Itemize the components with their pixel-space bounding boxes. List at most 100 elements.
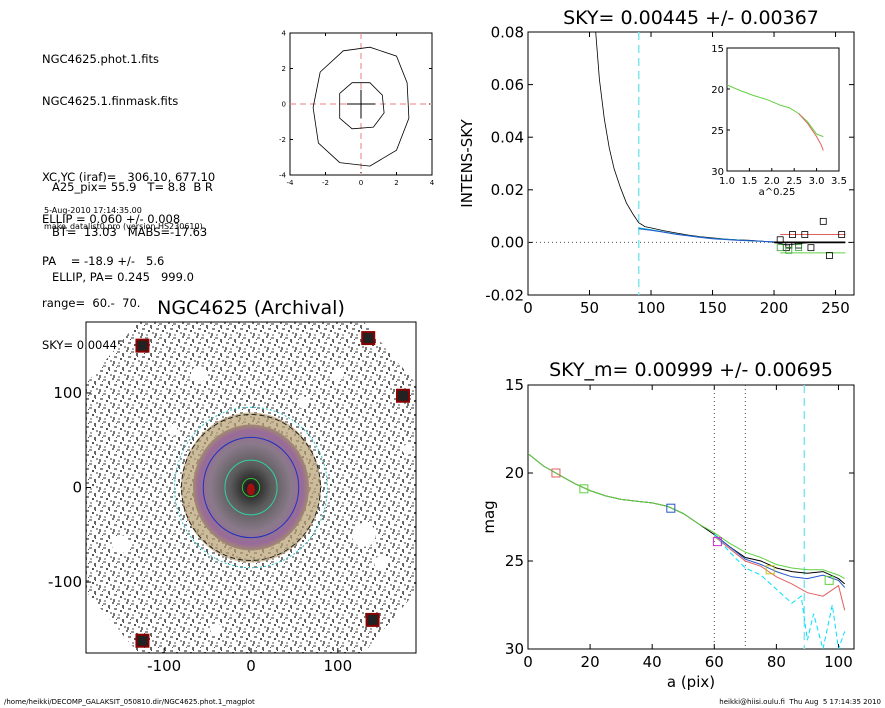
x-tick-label: 50	[580, 299, 599, 317]
masked-region	[167, 425, 178, 436]
data-point-marker	[825, 252, 833, 259]
sky-series-line	[638, 228, 775, 243]
plot-area	[528, 32, 854, 295]
footer-path: /home/heikki/DECOMP_GALAKSIT_050810.dir/…	[4, 698, 255, 706]
x-tick-label: 60	[705, 653, 724, 671]
inset-y-tick-label: 25	[711, 126, 724, 137]
sky-profile-plot: 0 50 100 150 200 250 0.08 0.06 0.04 0.02 0.00 -0.02…	[458, 7, 855, 317]
masked-star-marker	[135, 338, 150, 353]
x-tick-label: 250	[821, 299, 850, 317]
x-tick-label: 150	[698, 299, 727, 317]
inset-y-tick-label: 15	[711, 44, 724, 55]
galaxy-image-plot: NGC4625 (Archival) -100 0 100 100 0 -100	[48, 297, 417, 675]
y-tick-label: 0.08	[491, 23, 524, 41]
y-tick-label: 0.04	[491, 128, 524, 146]
info-line: XC,YC (iraf)= 306.10, 677.10	[42, 170, 216, 184]
x-tick-label: -2	[322, 179, 329, 187]
program-stamp: make_datalist0.pro (version HS230610)	[44, 222, 203, 231]
image-area	[86, 322, 416, 653]
info-line: PA = -18.9 +/- 5.6	[42, 254, 165, 268]
masked-region	[210, 623, 223, 636]
data-point-marker	[776, 236, 784, 244]
y-tick-label: 0.02	[491, 181, 524, 199]
contour-plot: -4 -2 0 2 4 4 2 0 -2 -4	[279, 29, 435, 187]
param-line: BT= 13.03 MABS=-17.63	[52, 225, 208, 239]
x-tick-label: 100	[824, 653, 853, 671]
x-tick-label: 0	[523, 653, 533, 671]
inset-x-tick-label: 2.5	[786, 176, 802, 187]
x-tick-label: 100	[324, 657, 353, 675]
data-point-marker	[795, 244, 803, 252]
data-point-marker	[712, 537, 722, 547]
data-point-marker	[666, 503, 676, 513]
x-tick-label: 0	[359, 179, 363, 187]
info-line: ELLIP = 0.060 +/- 0.008	[42, 212, 181, 226]
y-tick-label: 0.00	[491, 234, 524, 252]
x-tick-label: -100	[147, 657, 181, 675]
y-tick-label: 20	[505, 464, 524, 482]
data-point-marker	[819, 217, 827, 225]
masked-region	[111, 535, 130, 554]
masked-region	[351, 522, 376, 547]
data-point-marker	[551, 468, 561, 478]
inset-x-tick-label: 3.0	[809, 176, 825, 187]
x-tick-label: 100	[637, 299, 666, 317]
x-tick-label: 40	[643, 653, 662, 671]
masked-star-marker	[135, 633, 150, 648]
y-tick-label: -4	[279, 171, 287, 179]
data-point-marker	[785, 241, 793, 249]
masked-region	[374, 556, 389, 571]
info-line: NGC4625.phot.1.fits	[42, 52, 159, 66]
inset-x-axis-label: a^0.25	[759, 187, 796, 198]
data-point-marker	[801, 231, 809, 238]
masked-region	[331, 368, 344, 381]
magnitude-profile-plot: 0 20 40 60 80 100 15 20 25 30 SKY_m= 0.00999 +/- 0…	[480, 359, 855, 691]
x-tick-label: 200	[760, 299, 789, 317]
x-axis-label: a (pix)	[667, 673, 715, 691]
y-axis-label: INTENS-SKY	[458, 118, 476, 207]
x-tick-label: 20	[581, 653, 600, 671]
inset-y-tick-label: 30	[711, 167, 724, 178]
mag-series-line	[713, 534, 846, 649]
masked-region	[190, 366, 207, 383]
inset-x-tick-label: 2.0	[764, 176, 780, 187]
date-stamp: 5-Aug-2010 17:14:35.00	[44, 206, 142, 215]
masked-star-marker	[395, 388, 410, 403]
footer-user: heikki@hiisi.oulu.fi Thu Aug 5 17:14:35 …	[719, 698, 881, 706]
y-tick-label: -2	[279, 136, 286, 144]
x-tick-label: 0	[523, 299, 533, 317]
param-line: ELLIP, PA= 0.245 999.0	[52, 270, 194, 284]
mag-series-line	[713, 536, 846, 611]
inset-x-tick-label: 1.5	[741, 176, 757, 187]
y-tick-label: 0.06	[491, 76, 524, 94]
data-point-marker	[789, 231, 796, 238]
x-tick-label: 4	[430, 179, 435, 187]
mag-series-line	[713, 534, 846, 588]
y-tick-label: 0	[72, 479, 82, 497]
data-point-marker	[807, 244, 815, 252]
data-point-marker	[838, 231, 846, 238]
param-block: A25_pix= 55.9 T= 8.8 B R BT= 13.03 MABS=…	[52, 150, 213, 300]
info-block: NGC4625.phot.1.fits NGC4625.1.finmask.fi…	[42, 24, 215, 366]
y-tick-label: 15	[505, 376, 524, 394]
y-tick-label: 4	[282, 29, 287, 37]
isophote-ellipse	[181, 414, 321, 561]
y-tick-label: -100	[48, 573, 82, 591]
y-tick-label: 0	[282, 100, 286, 108]
isophote-ellipse	[241, 477, 261, 498]
contour-line	[312, 46, 410, 167]
isophote-ellipse	[224, 459, 278, 516]
y-tick-label: 100	[53, 384, 82, 402]
contour-line	[339, 82, 385, 130]
masked-region	[402, 444, 413, 455]
x-tick-label: -4	[287, 179, 295, 187]
galaxy-nucleus	[247, 483, 255, 496]
masked-region	[297, 396, 310, 409]
sky-series-line	[595, 32, 842, 246]
info-line: range= 60.- 70.	[42, 296, 141, 310]
chart-title: NGC4625 (Archival)	[157, 297, 345, 319]
chart-title: SKY= 0.00445 +/- 0.00367	[563, 7, 819, 29]
y-tick-label: -0.02	[485, 286, 524, 304]
y-tick-label: 25	[505, 552, 524, 570]
plot-frame	[527, 384, 855, 650]
